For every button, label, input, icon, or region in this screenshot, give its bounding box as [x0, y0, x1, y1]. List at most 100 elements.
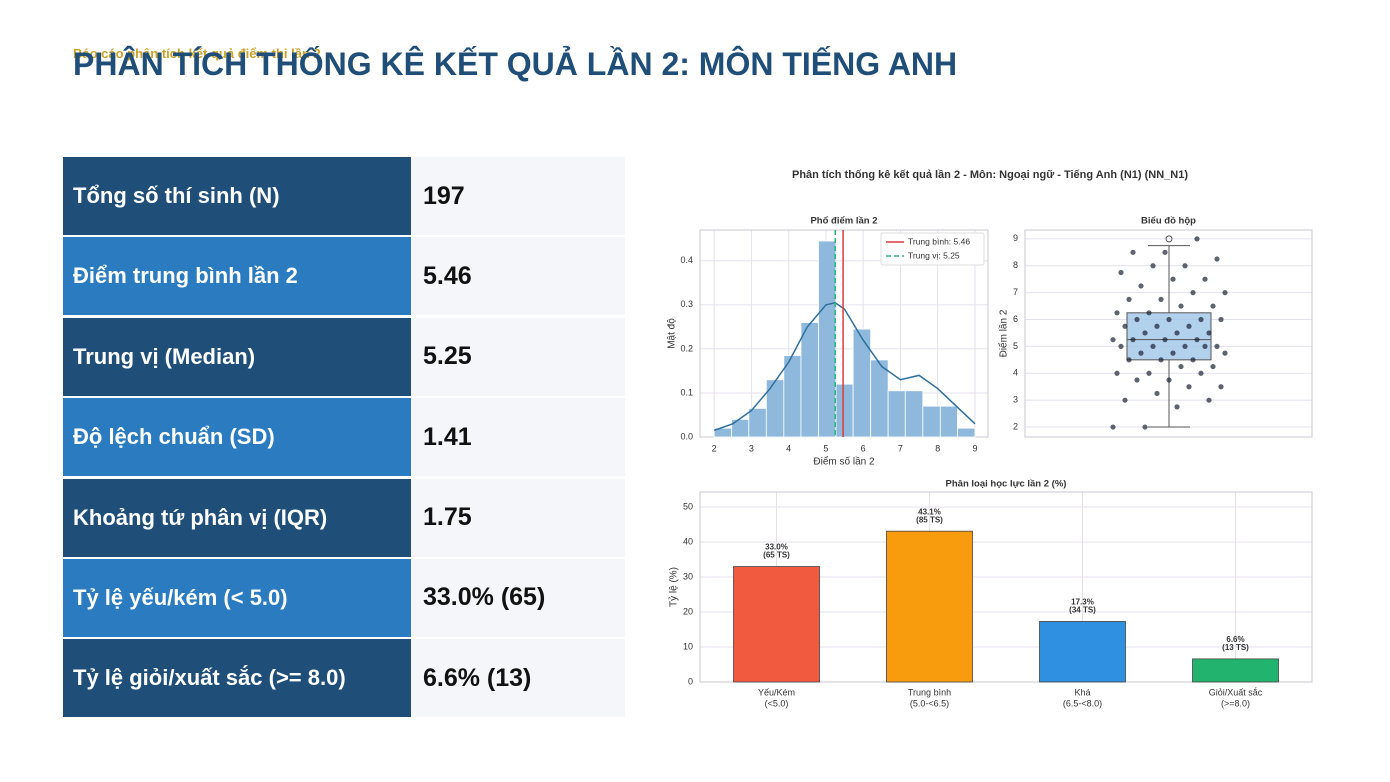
table-row: Tỷ lệ yếu/kém (< 5.0) 33.0% (65)	[63, 558, 625, 637]
cell-value: 1.75	[411, 478, 625, 557]
strip-point	[1130, 337, 1136, 343]
x-tick-label: 3	[749, 443, 754, 453]
value-label: 43.1%	[918, 507, 941, 516]
strip-point	[1154, 390, 1160, 397]
value-label: 17.3%	[1071, 598, 1094, 607]
strip-point	[1178, 363, 1184, 370]
strip-point	[1182, 263, 1188, 269]
hist-bar	[818, 240, 837, 438]
y-tick-label: 4	[1013, 368, 1018, 378]
x-tick-label: 5	[823, 443, 828, 453]
y-axis-label: Mật độ	[667, 318, 678, 349]
strip-point	[1198, 370, 1204, 376]
strip-point	[1170, 276, 1176, 282]
strip-point	[1214, 343, 1220, 350]
hist-bar	[800, 322, 819, 438]
hist-bar	[852, 328, 872, 438]
x-tick-label: 7	[898, 443, 903, 453]
cell-value: 6.6% (13)	[411, 639, 625, 718]
count-label: (85 TS)	[916, 515, 943, 524]
strip-point	[1198, 316, 1204, 323]
strip-point	[1118, 269, 1124, 276]
strip-point	[1154, 323, 1160, 329]
hist-bar	[939, 405, 958, 438]
hist-bar	[870, 359, 889, 438]
axes-frame	[1024, 229, 1313, 438]
chart-title: Phân loại học lực lần 2 (%)	[946, 479, 1067, 490]
cell-value: 197	[411, 157, 625, 235]
y-tick-label: 20	[683, 606, 693, 616]
cell-label: Khoảng tứ phân vị (IQR)	[63, 478, 411, 557]
strip-point	[1210, 303, 1216, 309]
kde-line	[713, 301, 976, 432]
value-label: 6.6%	[1226, 635, 1244, 644]
strip-point	[1210, 363, 1216, 370]
table-row: Khoảng tứ phân vị (IQR) 1.75	[63, 478, 625, 557]
strip-point	[1218, 384, 1224, 390]
strip-point	[1126, 357, 1132, 363]
x-tick-label: Khá	[1074, 687, 1090, 697]
strip-point	[1174, 404, 1180, 410]
y-tick-label: 0.4	[680, 255, 693, 265]
bar	[1192, 658, 1279, 683]
x-tick-sublabel: (5.0-<6.5)	[910, 698, 949, 708]
strip-point	[1138, 283, 1144, 289]
cell-label: Điểm trung bình lần 2	[63, 237, 411, 316]
count-label: (65 TS)	[763, 551, 790, 560]
strip-point	[1186, 384, 1192, 390]
y-tick-label: 0.1	[680, 387, 693, 397]
y-tick-label: 10	[683, 641, 693, 651]
y-axis-label: Tỷ lệ (%)	[668, 567, 680, 607]
x-tick-label: 8	[935, 443, 940, 453]
count-label: (13 TS)	[1222, 643, 1249, 652]
y-tick-label: 50	[683, 501, 693, 511]
strip-point	[1150, 343, 1156, 350]
strip-point	[1186, 323, 1192, 329]
strip-point	[1122, 323, 1128, 329]
table-row: Độ lệch chuẩn (SD) 1.41	[63, 398, 625, 477]
chart-title: Phổ điểm lần 2	[810, 216, 877, 227]
y-tick-label: 0.2	[680, 343, 693, 353]
table-row: Điểm trung bình lần 2 5.46	[63, 237, 625, 316]
strip-point	[1114, 370, 1120, 376]
strip-point	[1190, 357, 1196, 363]
subtitle: Báo cáo phân tích kết quả điểm thi lần 2	[73, 46, 321, 61]
table-row: Tỷ lệ giỏi/xuất sắc (>= 8.0) 6.6% (13)	[63, 639, 625, 718]
strip-point	[1202, 276, 1208, 282]
y-axis-label: Điểm lần 2	[998, 309, 1010, 357]
strip-point	[1194, 337, 1200, 343]
y-tick-label: 7	[1013, 287, 1018, 297]
strip-point	[1150, 263, 1156, 269]
cell-value: 5.46	[411, 237, 625, 316]
hist-bar	[783, 355, 802, 438]
y-tick-label: 0.0	[680, 431, 693, 441]
x-tick-sublabel: (6.5-<8.0)	[1063, 698, 1102, 708]
y-tick-label: 9	[1013, 233, 1018, 243]
strip-point	[1222, 350, 1228, 356]
y-tick-label: 3	[1013, 395, 1018, 405]
cell-label: Tỷ lệ giỏi/xuất sắc (>= 8.0)	[63, 639, 411, 718]
hist-bar	[765, 379, 785, 438]
x-tick-label: 4	[786, 443, 791, 453]
x-tick-label: 2	[712, 443, 717, 453]
table-row: Tổng số thí sinh (N) 197	[63, 157, 625, 235]
strip-point	[1174, 330, 1180, 336]
strip-point	[1162, 249, 1168, 255]
table-row: Trung vị (Median) 5.25	[63, 317, 625, 396]
count-label: (34 TS)	[1069, 606, 1096, 615]
hist-bar	[835, 383, 854, 438]
legend-label: Trung vị: 5.25	[908, 250, 960, 260]
x-tick-label: Trung bình	[908, 687, 951, 697]
x-axis-label: Điểm số lần 2	[813, 456, 875, 468]
strip-point	[1146, 310, 1152, 316]
strip-point	[1222, 290, 1228, 296]
strip-point	[1134, 316, 1140, 323]
cell-label: Độ lệch chuẩn (SD)	[63, 398, 411, 477]
strip-point	[1122, 397, 1128, 403]
strip-point	[1130, 249, 1136, 255]
y-tick-label: 5	[1013, 341, 1018, 351]
x-tick-label: 6	[861, 443, 866, 453]
cell-value: 33.0% (65)	[411, 558, 625, 637]
